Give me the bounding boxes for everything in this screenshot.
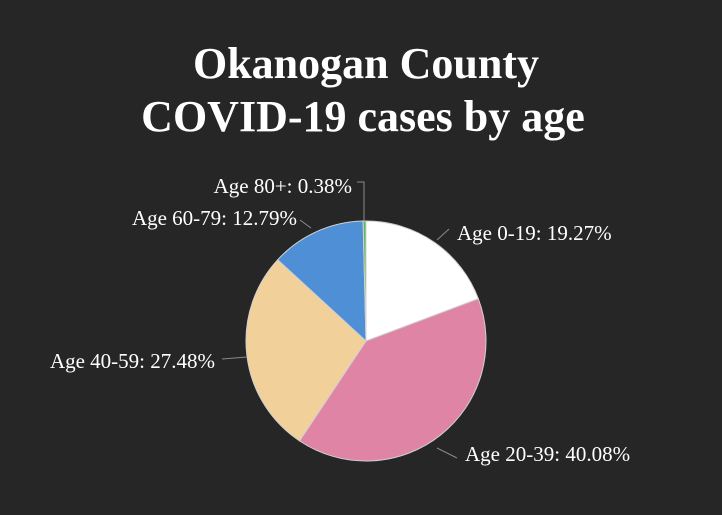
- pie-slice-age-40-59: [245, 259, 367, 442]
- leader-line: [221, 356, 248, 360]
- pie-slice-age-80: [362, 220, 367, 342]
- chart-title-line-2: COVID-19 cases by age: [141, 92, 585, 141]
- pie-slice-labels: Age 0-19: 19.27% Age 20-39: 40.08% Age 40-…: [50, 174, 630, 466]
- pie-slice-age-0-19: [365, 220, 479, 342]
- pie-leader-lines: [221, 181, 458, 459]
- slice-label: Age 60-79: 12.79%: [132, 206, 297, 230]
- slice-label: Age 0-19: 19.27%: [457, 221, 612, 245]
- chart-title-line-1: Okanogan County: [193, 39, 539, 88]
- pie-slices: [245, 220, 487, 462]
- leader-line: [299, 219, 312, 229]
- leader-line: [436, 228, 450, 241]
- pie-slice-age-20-39: [298, 298, 487, 462]
- slice-label: Age 40-59: 27.48%: [50, 349, 215, 373]
- slice-label: Age 20-39: 40.08%: [465, 442, 630, 466]
- leader-line: [357, 181, 365, 221]
- leader-line: [436, 447, 458, 459]
- pie-slice-age-60-79: [276, 220, 367, 343]
- slice-label: Age 80+: 0.38%: [214, 174, 352, 198]
